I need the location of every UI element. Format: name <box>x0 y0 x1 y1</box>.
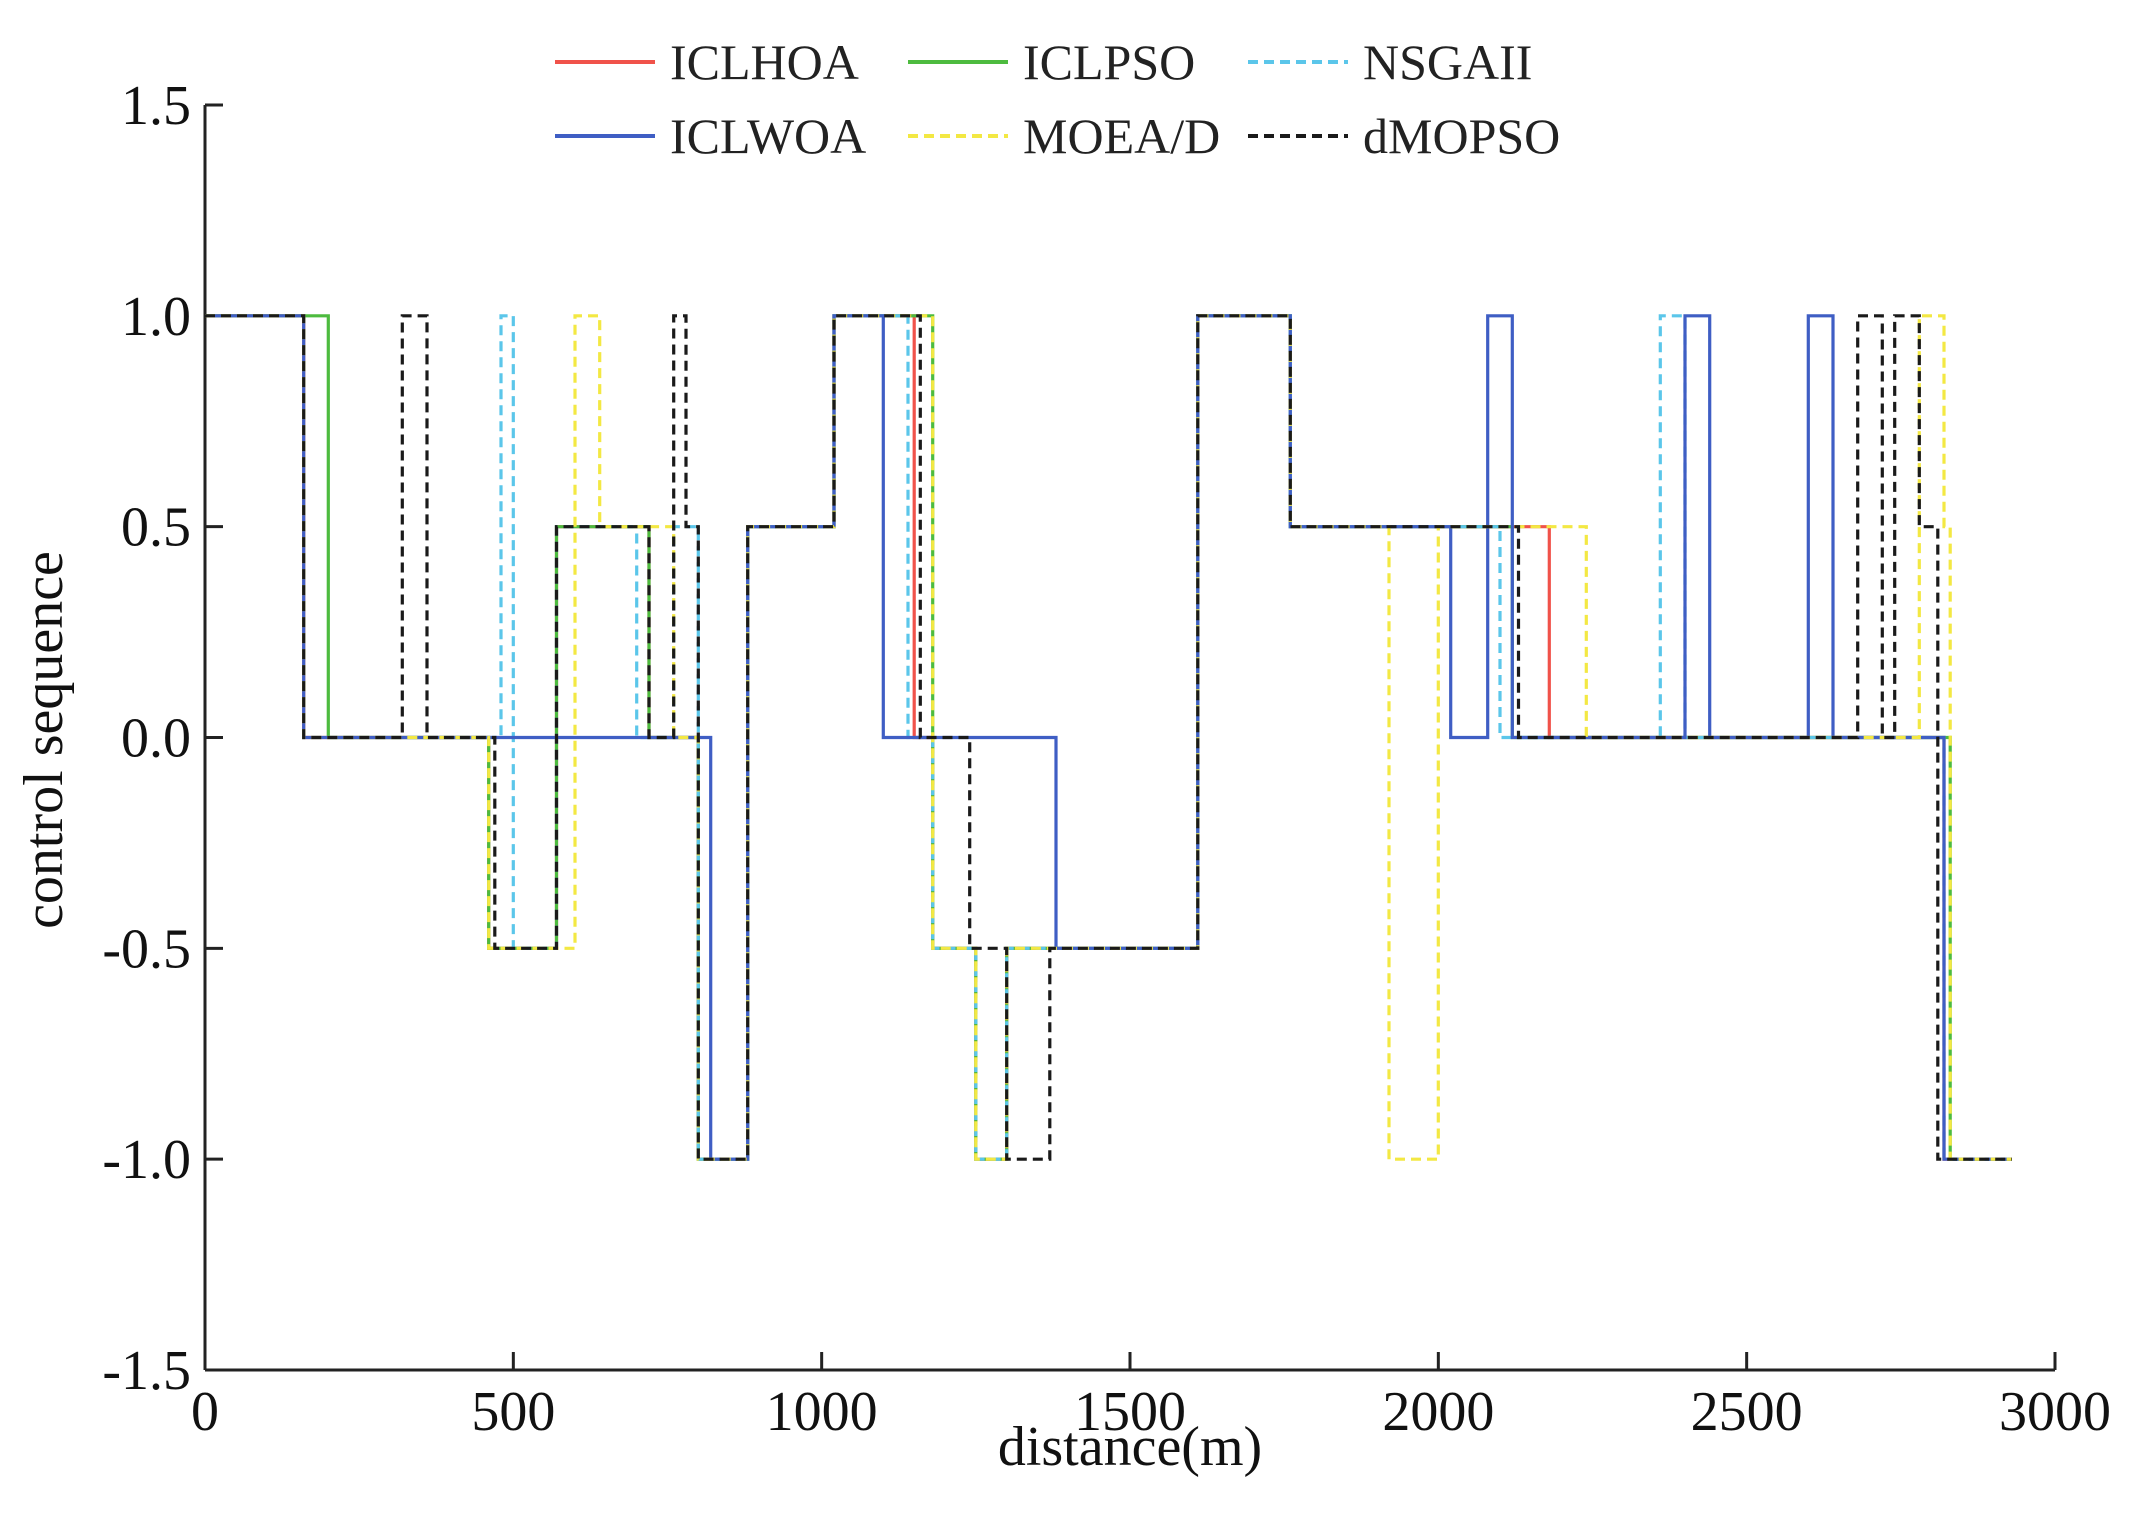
x-tick-label: 0 <box>191 1381 219 1443</box>
x-axis-title: distance(m) <box>998 1416 1262 1478</box>
y-tick-label: 1.5 <box>121 75 191 137</box>
y-tick-label: 0.0 <box>121 708 191 770</box>
x-tick-label: 1500 <box>1074 1381 1186 1443</box>
legend-label: ICLPSO <box>1023 34 1195 90</box>
legend-label: ICLWOA <box>670 108 866 164</box>
x-tick-label: 500 <box>471 1381 555 1443</box>
y-tick-label: 0.5 <box>121 497 191 559</box>
legend-label: NSGAII <box>1363 34 1532 90</box>
legend-label: dMOPSO <box>1363 108 1560 164</box>
y-tick-label: -1.5 <box>102 1340 191 1402</box>
legend-label: ICLHOA <box>670 34 859 90</box>
ticks: 0 500 1000 1500 2000 2500 3000 1.5 1.0 0.5 0.0 -0.5… <box>102 75 2111 1443</box>
x-tick-label: 2000 <box>1382 1381 1494 1443</box>
y-tick-label: -0.5 <box>102 918 191 980</box>
x-tick-label: 1000 <box>766 1381 878 1443</box>
y-axis-title: control sequence <box>13 551 75 929</box>
series-line-dmopso <box>205 314 2012 1161</box>
legend-label: MOEA/D <box>1023 108 1220 164</box>
x-tick-label: 2500 <box>1691 1381 1803 1443</box>
y-tick-label: 1.0 <box>121 286 191 348</box>
y-tick-label: -1.0 <box>102 1129 191 1191</box>
series-layer <box>205 314 2012 1161</box>
x-tick-label: 3000 <box>1999 1381 2111 1443</box>
legend: ICLHOA ICLPSO NSGAII ICLWOA MOEA/D dMOPSO <box>555 34 1560 164</box>
series-line-nsgaii <box>205 314 2012 1161</box>
